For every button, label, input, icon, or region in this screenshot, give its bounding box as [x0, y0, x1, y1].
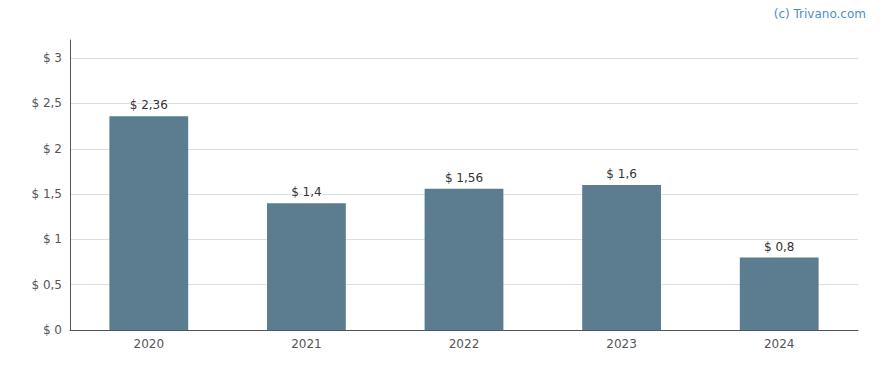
svg-text:$ 1,56: $ 1,56: [445, 171, 483, 185]
svg-text:$ 0: $ 0: [43, 323, 62, 337]
svg-text:$ 1,6: $ 1,6: [606, 167, 637, 181]
svg-text:2023: 2023: [606, 337, 637, 351]
svg-text:2022: 2022: [449, 337, 480, 351]
svg-text:$ 0,5: $ 0,5: [31, 278, 62, 292]
svg-text:$ 0,8: $ 0,8: [764, 240, 795, 254]
svg-text:$ 2: $ 2: [43, 142, 62, 156]
svg-text:2020: 2020: [134, 337, 165, 351]
svg-text:2024: 2024: [764, 337, 795, 351]
svg-text:$ 1,5: $ 1,5: [31, 187, 62, 201]
svg-text:2021: 2021: [291, 337, 322, 351]
svg-text:$ 2,5: $ 2,5: [31, 96, 62, 110]
svg-text:$ 3: $ 3: [43, 51, 62, 65]
svg-text:(c) Trivano.com: (c) Trivano.com: [774, 7, 866, 21]
svg-text:$ 1,4: $ 1,4: [291, 185, 322, 199]
svg-text:$ 1: $ 1: [43, 232, 62, 246]
svg-text:$ 2,36: $ 2,36: [130, 98, 168, 112]
